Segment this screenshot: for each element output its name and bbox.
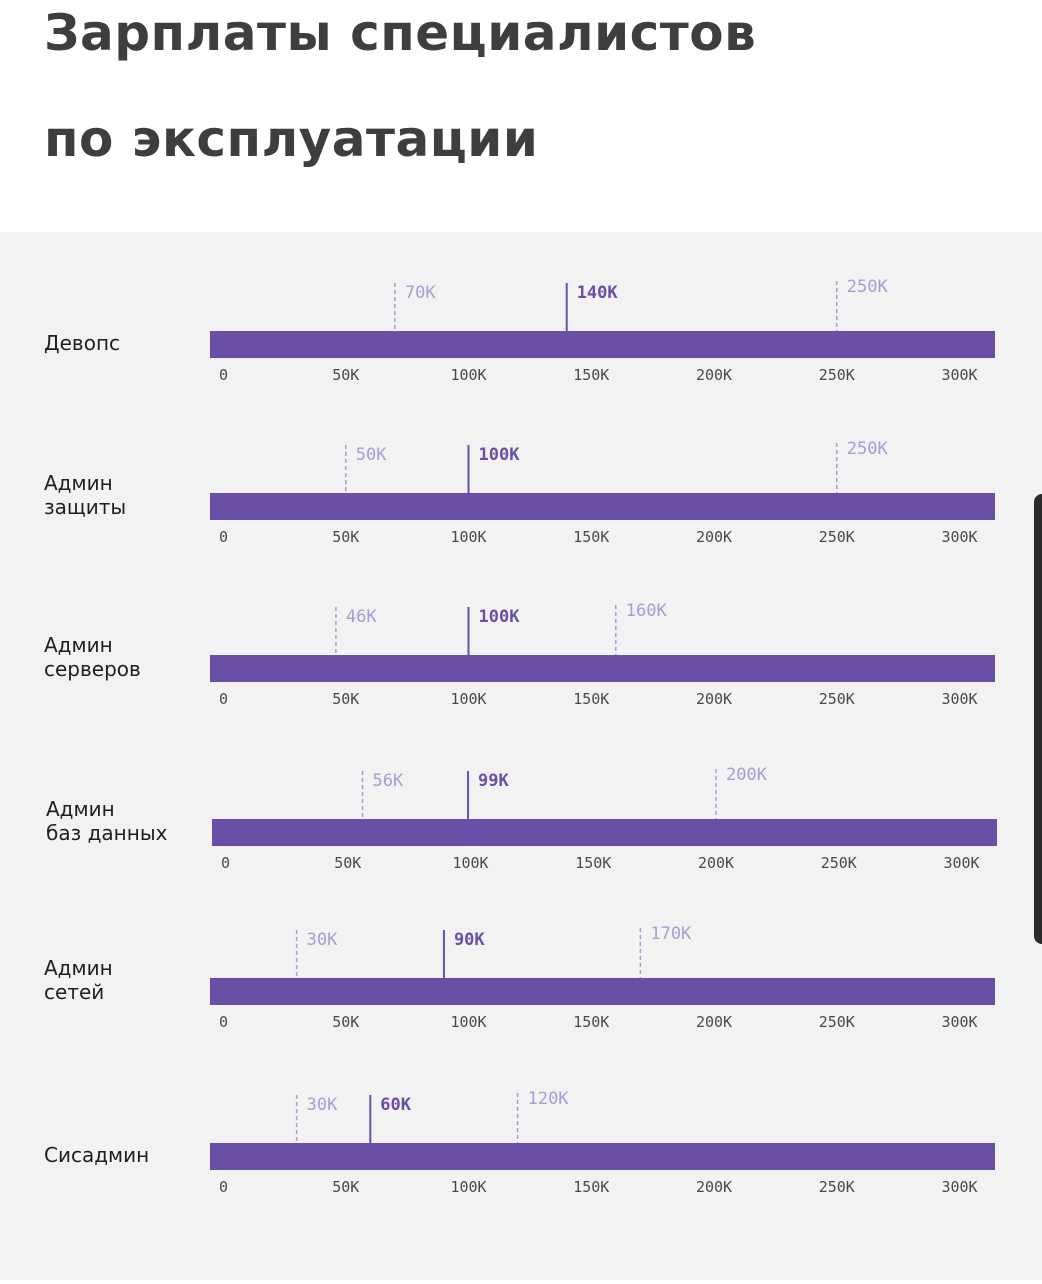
tick-label: 0 bbox=[219, 366, 228, 384]
salary-bar bbox=[210, 978, 995, 1005]
salary-chart-panel: Девопс 0 50K 100K 150K 200K 250K 300K 70K 140K 250… bbox=[0, 232, 1042, 1280]
tick-label: 150K bbox=[573, 1013, 609, 1031]
tick-label: 200K bbox=[696, 366, 732, 384]
row-label-line-2: баз данных bbox=[46, 821, 168, 845]
min-label: 70K bbox=[405, 283, 436, 303]
tick-label: 100K bbox=[450, 366, 486, 384]
max-label: 250K bbox=[847, 439, 889, 459]
salary-range-chart: Девопс 0 50K 100K 150K 200K 250K 300K 70K 140K 250… bbox=[44, 277, 997, 1196]
row-label-line-2: сетей bbox=[44, 980, 104, 1004]
tick-label: 250K bbox=[819, 1013, 855, 1031]
tick-label: 0 bbox=[219, 1013, 228, 1031]
min-label: 46K bbox=[346, 607, 377, 627]
tick-label: 50K bbox=[332, 1013, 359, 1031]
median-label: 90K bbox=[454, 930, 485, 950]
tick-label: 300K bbox=[941, 1013, 977, 1031]
salary-bar bbox=[210, 493, 995, 520]
row-label-line-1: Админ bbox=[44, 956, 113, 980]
tick-label: 0 bbox=[219, 1178, 228, 1196]
tick-label: 0 bbox=[219, 690, 228, 708]
salary-bar bbox=[212, 819, 997, 846]
row-label-line-2: серверов bbox=[44, 657, 141, 681]
tick-label: 50K bbox=[334, 854, 361, 872]
tick-label: 200K bbox=[696, 690, 732, 708]
tick-label: 150K bbox=[573, 690, 609, 708]
tick-label: 200K bbox=[696, 528, 732, 546]
tick-label: 300K bbox=[941, 1178, 977, 1196]
max-label: 200K bbox=[726, 765, 768, 785]
salary-bar bbox=[210, 1143, 995, 1170]
median-label: 100K bbox=[479, 445, 521, 465]
salary-bar bbox=[210, 655, 995, 682]
tick-label: 200K bbox=[696, 1013, 732, 1031]
max-label: 160K bbox=[626, 601, 668, 621]
tick-label: 150K bbox=[573, 1178, 609, 1196]
min-label: 56K bbox=[372, 771, 403, 791]
tick-label: 250K bbox=[819, 366, 855, 384]
tick-label: 100K bbox=[452, 854, 488, 872]
page-title-line-1: Зарплаты специалистов bbox=[44, 4, 757, 62]
max-label: 170K bbox=[650, 924, 692, 944]
tick-label: 50K bbox=[332, 528, 359, 546]
row-label-line-1: Админ bbox=[46, 797, 115, 821]
tick-label: 150K bbox=[573, 528, 609, 546]
tick-label: 0 bbox=[219, 528, 228, 546]
tick-label: 250K bbox=[819, 1178, 855, 1196]
tick-label: 150K bbox=[575, 854, 611, 872]
median-label: 60K bbox=[380, 1095, 411, 1115]
tick-label: 250K bbox=[819, 528, 855, 546]
tick-label: 50K bbox=[332, 690, 359, 708]
tick-label: 100K bbox=[450, 1013, 486, 1031]
tick-label: 100K bbox=[450, 690, 486, 708]
tick-label: 0 bbox=[221, 854, 230, 872]
min-label: 30K bbox=[307, 1095, 338, 1115]
tick-label: 200K bbox=[696, 1178, 732, 1196]
row-label-line-1: Админ bbox=[44, 471, 113, 495]
tick-label: 250K bbox=[819, 690, 855, 708]
tick-label: 300K bbox=[941, 690, 977, 708]
min-label: 50K bbox=[356, 445, 387, 465]
row-label-line-2: защиты bbox=[44, 495, 126, 519]
tick-label: 300K bbox=[943, 854, 979, 872]
max-label: 120K bbox=[528, 1089, 570, 1109]
min-label: 30K bbox=[307, 930, 338, 950]
tick-label: 100K bbox=[450, 528, 486, 546]
row-label: Девопс bbox=[44, 331, 120, 355]
tick-label: 50K bbox=[332, 1178, 359, 1196]
tick-label: 300K bbox=[941, 528, 977, 546]
row-label-line-1: Админ bbox=[44, 633, 113, 657]
median-label: 100K bbox=[479, 607, 521, 627]
tick-label: 50K bbox=[332, 366, 359, 384]
scrollbar-thumb[interactable] bbox=[1034, 494, 1042, 944]
tick-label: 150K bbox=[573, 366, 609, 384]
median-label: 140K bbox=[577, 283, 619, 303]
tick-label: 250K bbox=[821, 854, 857, 872]
tick-label: 300K bbox=[941, 366, 977, 384]
salary-bar bbox=[210, 331, 995, 358]
max-label: 250K bbox=[847, 277, 889, 297]
page-title-line-2: по эксплуатации bbox=[44, 110, 539, 168]
tick-label: 200K bbox=[698, 854, 734, 872]
tick-label: 100K bbox=[450, 1178, 486, 1196]
row-label: Сисадмин bbox=[44, 1143, 149, 1167]
median-label: 99K bbox=[478, 771, 509, 791]
